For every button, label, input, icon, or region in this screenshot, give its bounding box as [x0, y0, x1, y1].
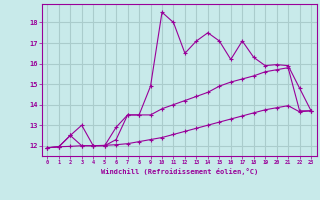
- X-axis label: Windchill (Refroidissement éolien,°C): Windchill (Refroidissement éolien,°C): [100, 168, 258, 175]
